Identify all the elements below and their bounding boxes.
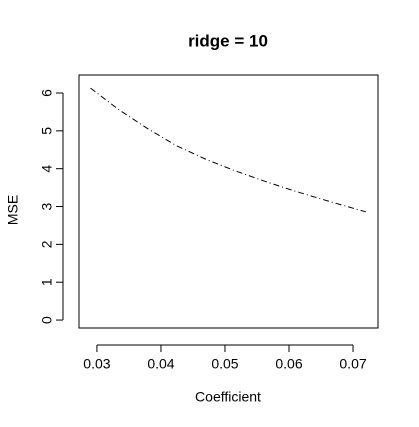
x-tick-label: 0.03: [83, 356, 110, 372]
y-tick-label: 3: [39, 202, 55, 210]
x-tick-label: 0.05: [211, 356, 238, 372]
y-tick-label: 0: [39, 316, 55, 324]
y-tick-label: 6: [39, 89, 55, 97]
y-tick-label: 5: [39, 127, 55, 135]
plot-box: [78, 74, 379, 329]
y-tick-label: 1: [39, 278, 55, 286]
y-tick-label: 4: [39, 165, 55, 173]
x-tick-label: 0.07: [339, 356, 366, 372]
y-tick-label: 2: [39, 240, 55, 248]
data-line: [90, 87, 366, 213]
x-axis-label: Coefficient: [195, 389, 261, 405]
chart-title: ridge = 10: [188, 31, 268, 50]
y-axis-label: MSE: [5, 195, 21, 225]
x-tick-label: 0.04: [147, 356, 174, 372]
x-tick-label: 0.06: [275, 356, 302, 372]
